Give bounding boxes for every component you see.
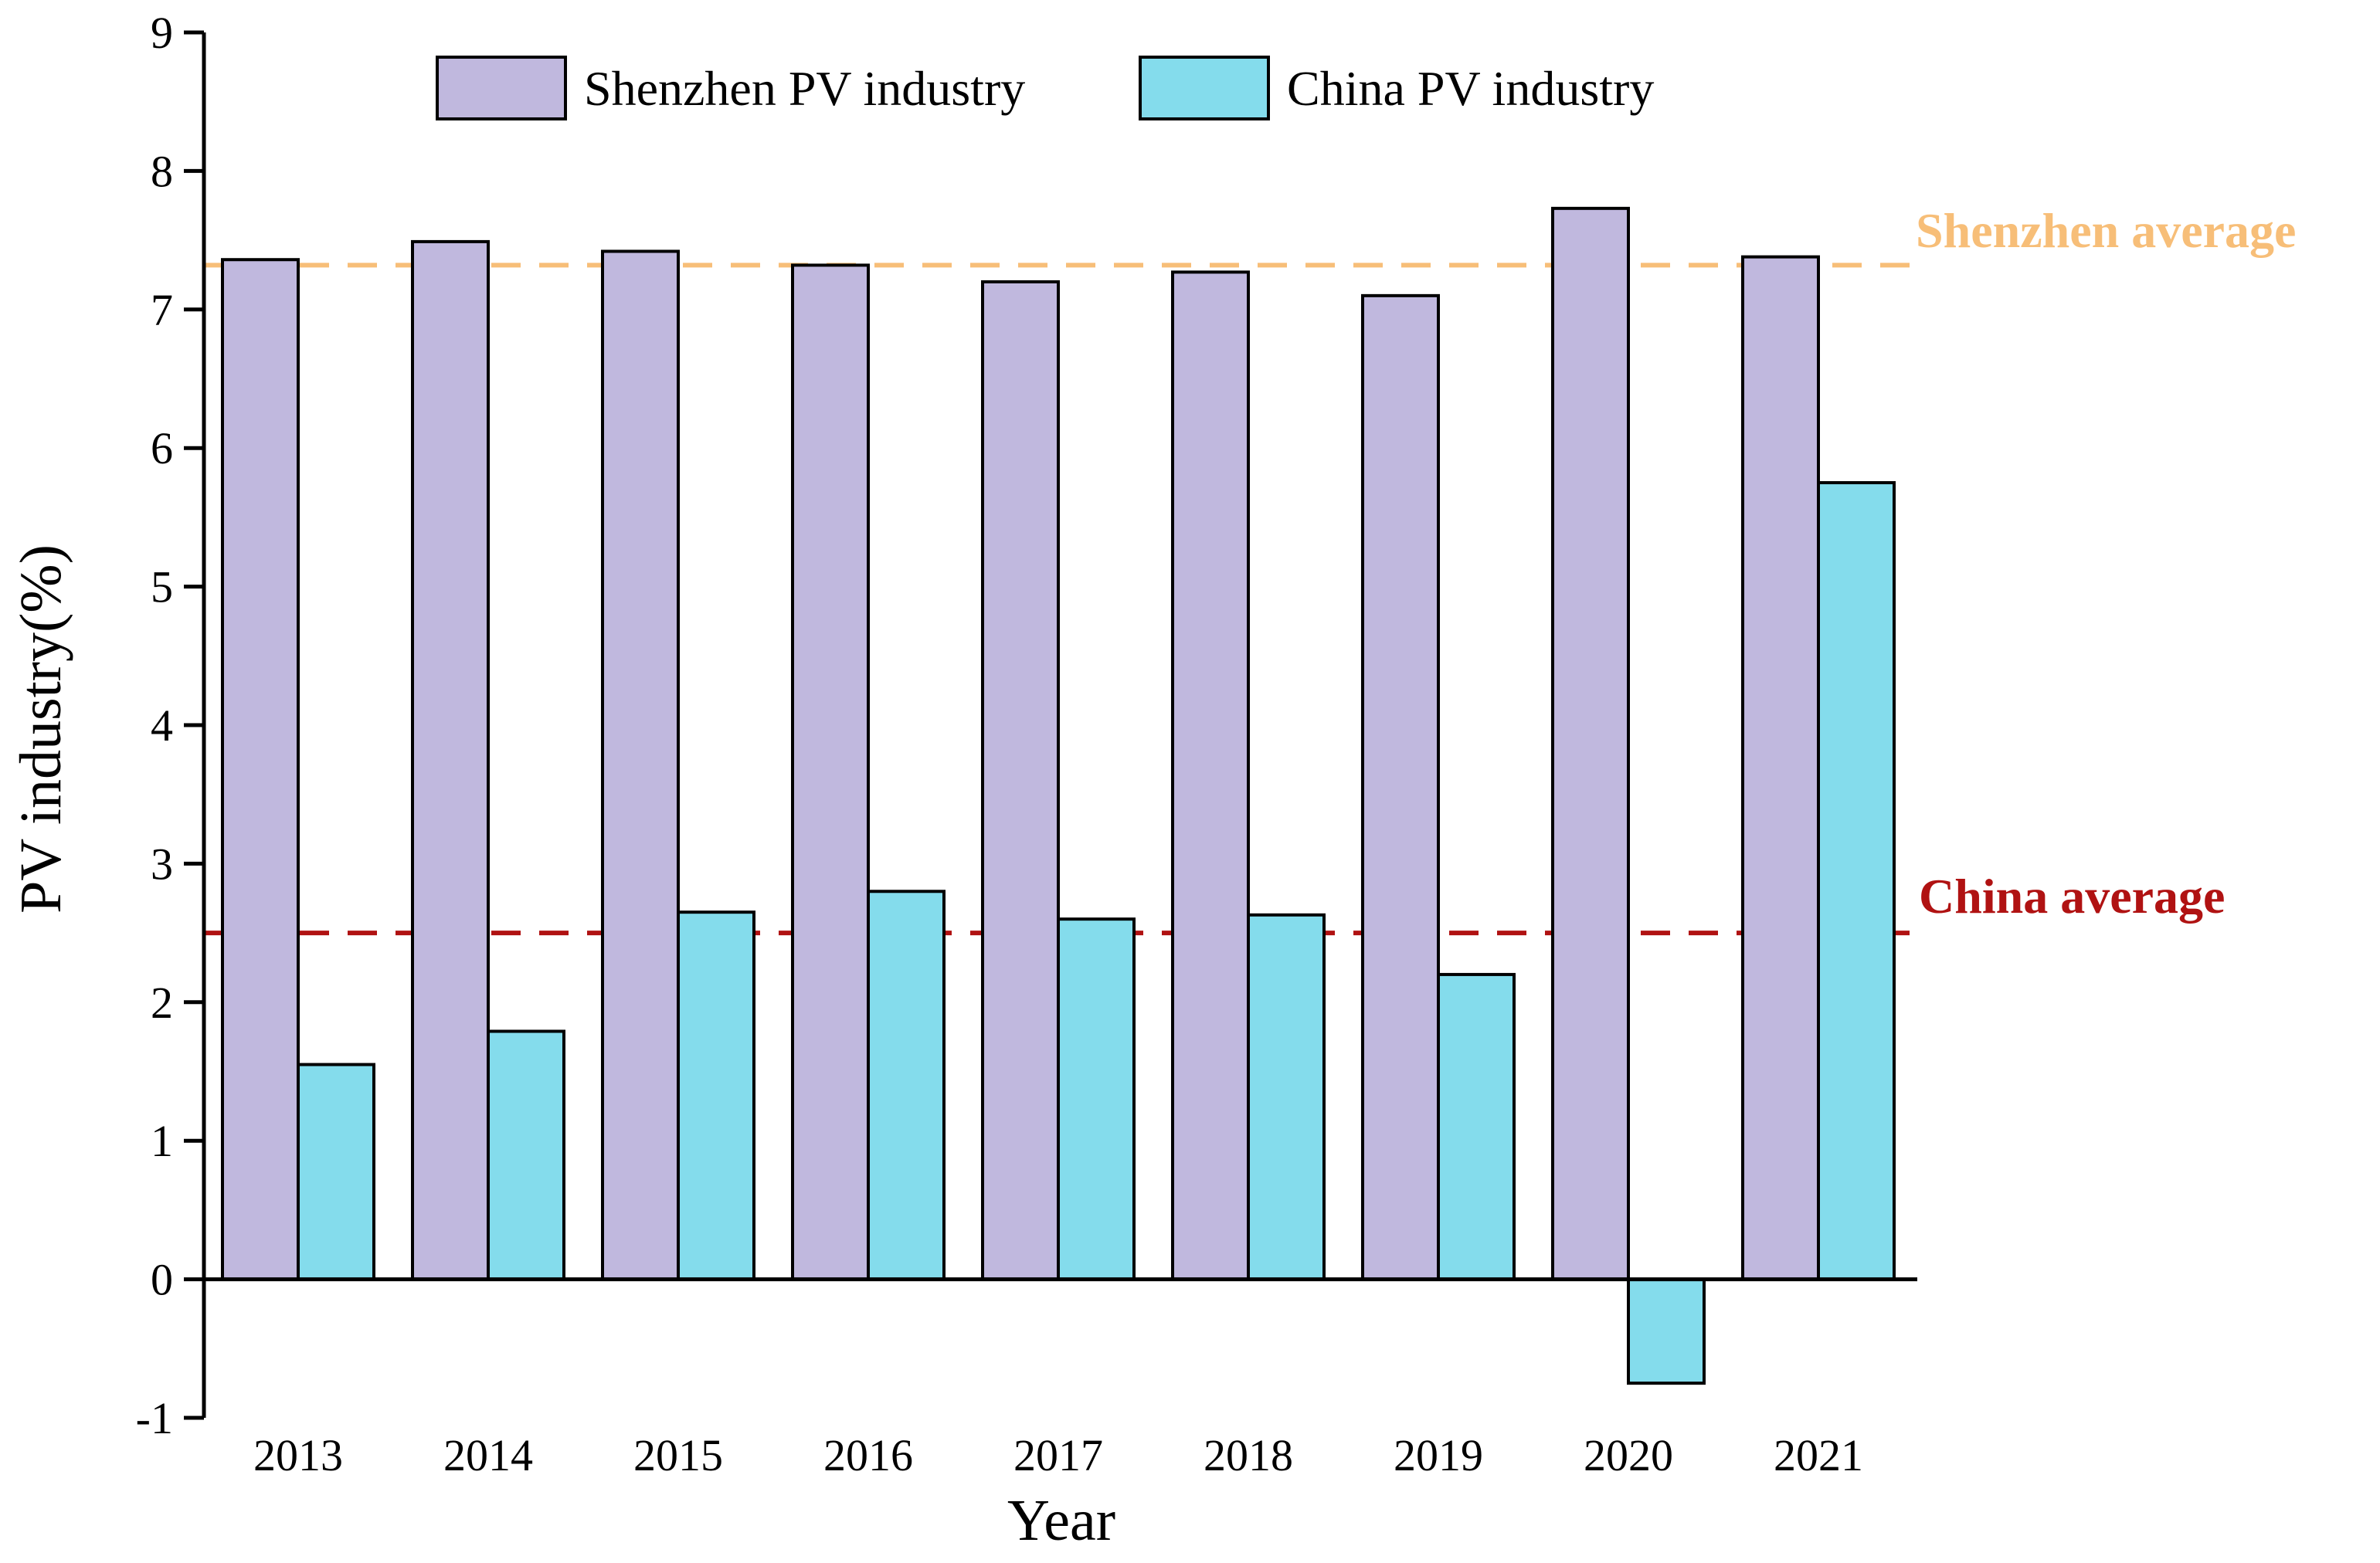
y-tick-label-8: 8 xyxy=(151,146,173,196)
bar-shenzhen-2016 xyxy=(791,263,870,1281)
bar-shenzhen-2015 xyxy=(601,249,680,1281)
x-tick-label-2019: 2019 xyxy=(1394,1430,1483,1480)
x-tick-label-2017: 2017 xyxy=(1013,1430,1103,1480)
bars-group xyxy=(221,206,1896,1385)
x-tick-label-2014: 2014 xyxy=(443,1430,533,1480)
x-tick-label-2016: 2016 xyxy=(823,1430,913,1480)
legend-swatch-china xyxy=(1139,56,1270,120)
y-tick-label-6: 6 xyxy=(151,423,173,473)
x-tick-label-2018: 2018 xyxy=(1204,1430,1293,1480)
y-tick-label-0: 0 xyxy=(151,1255,173,1305)
ticks-group: -1 0 1 2 3 4 5 6 7 8 9 2013 2014 2015 2016 2017 2018 2019… xyxy=(136,8,1863,1480)
bar-china-2018 xyxy=(1247,913,1326,1281)
bar-china-2020 xyxy=(1627,1277,1706,1385)
bar-china-2017 xyxy=(1057,917,1136,1281)
y-tick-label-9: 9 xyxy=(151,8,173,58)
y-tick-label-1: 1 xyxy=(151,1116,173,1166)
legend-label-china: China PV industry xyxy=(1287,61,1654,116)
bar-china-2015 xyxy=(677,910,755,1281)
legend: Shenzhen PV industry China PV industry xyxy=(436,56,1654,120)
x-axis-title: Year xyxy=(1007,1488,1115,1553)
bar-shenzhen-2019 xyxy=(1361,293,1440,1281)
bar-china-2016 xyxy=(867,890,946,1281)
y-tick-label-3: 3 xyxy=(151,839,173,889)
x-tick-label-2020: 2020 xyxy=(1584,1430,1673,1480)
bar-shenzhen-2018 xyxy=(1171,270,1250,1281)
bar-china-2019 xyxy=(1437,972,1516,1281)
bar-shenzhen-2020 xyxy=(1551,206,1630,1281)
x-tick-label-2015: 2015 xyxy=(633,1430,723,1480)
bar-shenzhen-2021 xyxy=(1741,255,1820,1281)
y-tick-label--1: -1 xyxy=(136,1393,173,1443)
bar-shenzhen-2014 xyxy=(411,239,490,1281)
bar-china-2013 xyxy=(297,1063,375,1281)
legend-label-shenzhen: Shenzhen PV industry xyxy=(584,61,1025,116)
y-tick-label-2: 2 xyxy=(151,978,173,1028)
bar-china-2014 xyxy=(487,1029,565,1281)
y-axis-title: PV industry(%) xyxy=(8,544,73,914)
y-tick-label-4: 4 xyxy=(151,700,173,751)
bar-shenzhen-2013 xyxy=(221,258,300,1281)
y-tick-label-7: 7 xyxy=(151,285,173,335)
china-average-label: China average xyxy=(1919,869,2225,924)
x-tick-label-2013: 2013 xyxy=(253,1430,343,1480)
shenzhen-average-label: Shenzhen average xyxy=(1916,203,2296,258)
x-tick-label-2021: 2021 xyxy=(1774,1430,1863,1480)
y-tick-label-5: 5 xyxy=(151,562,173,612)
bar-shenzhen-2017 xyxy=(981,280,1060,1281)
legend-swatch-shenzhen xyxy=(436,56,567,120)
bar-china-2021 xyxy=(1817,481,1896,1281)
